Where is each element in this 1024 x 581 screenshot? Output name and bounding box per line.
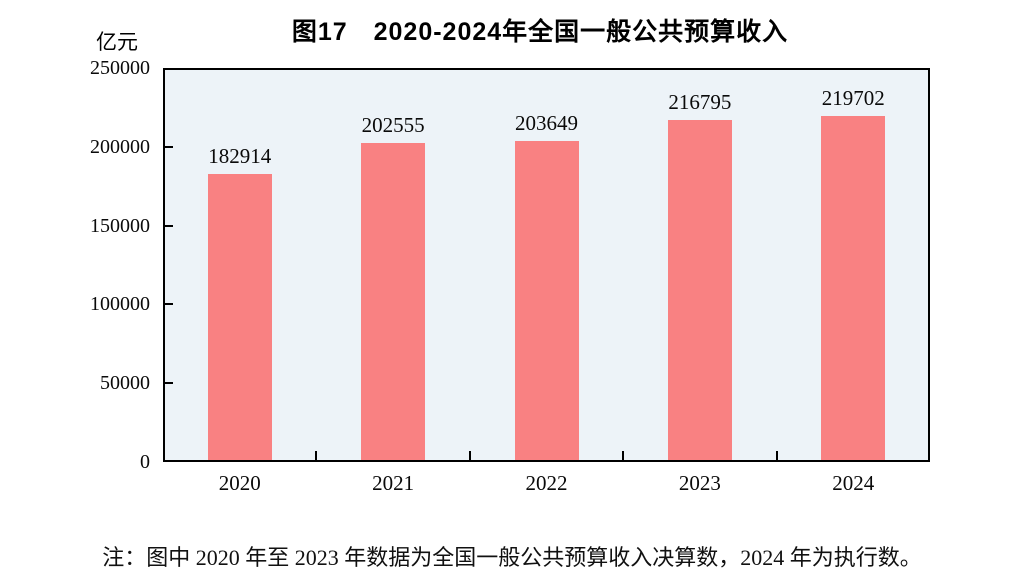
bar-value-label: 216795 [668, 90, 732, 115]
y-axis-unit-label: 亿元 [96, 30, 138, 54]
bar-value-label: 182914 [208, 143, 272, 168]
x-tick-label: 2020 [218, 471, 261, 495]
y-tick-label: 50000 [100, 372, 150, 395]
y-axis-tick [165, 303, 173, 306]
y-tick-label: 250000 [90, 57, 150, 79]
x-axis-tick [775, 451, 778, 460]
x-axis-tick [468, 451, 471, 460]
bar-value-label: 203649 [515, 111, 578, 136]
bar-2021 [361, 142, 426, 460]
x-tick-label: 2022 [525, 471, 568, 495]
bar-2020 [207, 173, 272, 460]
x-tick-label: 2021 [372, 471, 415, 495]
chart-title: 图17 2020-2024年全国一般公共预算收入 [291, 18, 789, 46]
footnote: 注：图中 2020 年至 2023 年数据为全国一般公共预算收入决算数，2024… [102, 545, 922, 570]
y-axis-tick [165, 382, 173, 385]
bar-value-label: 202555 [361, 112, 425, 137]
bar-2024 [821, 115, 886, 460]
x-tick-label: 2023 [678, 471, 721, 495]
bar-2023 [667, 120, 732, 460]
y-tick-label: 150000 [90, 214, 150, 237]
x-axis-tick [315, 451, 318, 460]
bar-value-label: 219702 [821, 85, 885, 110]
y-tick-label: 200000 [90, 135, 150, 158]
y-tick-label: 100000 [90, 293, 150, 316]
y-axis-tick [165, 145, 173, 148]
x-tick-label: 2024 [832, 471, 875, 495]
bar-2022 [514, 141, 579, 460]
y-axis-tick [165, 224, 173, 227]
x-axis-tick [622, 451, 625, 460]
y-tick-label: 0 [140, 451, 150, 473]
